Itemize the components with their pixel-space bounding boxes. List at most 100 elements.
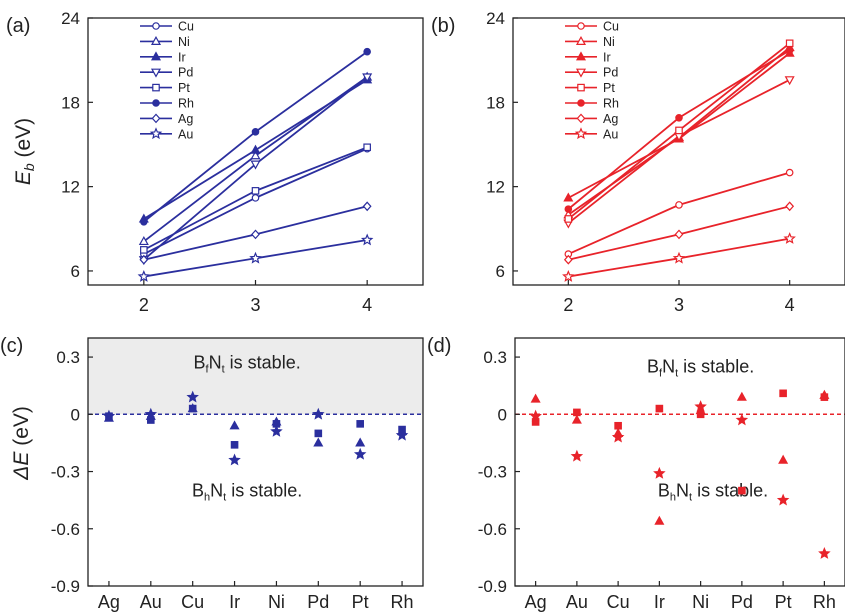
data-point <box>229 420 240 430</box>
data-point <box>270 424 283 437</box>
data-point <box>735 413 749 426</box>
legend-label: Pt <box>603 81 615 95</box>
data-point <box>818 547 831 559</box>
data-point <box>653 466 666 479</box>
x-tick-label: Ag <box>525 592 547 612</box>
x-tick-label: Cu <box>607 592 630 612</box>
legend-label: Ag <box>178 112 193 126</box>
legend-label: Cu <box>603 20 619 34</box>
legend-label: Pt <box>178 81 190 95</box>
data-point <box>395 428 409 441</box>
series-ag <box>139 201 372 265</box>
data-point <box>785 46 794 55</box>
series-rh <box>564 46 794 213</box>
series-triangle-up-filled <box>530 389 830 525</box>
legend-label: Au <box>603 127 618 141</box>
data-point <box>563 192 574 202</box>
data-point <box>655 404 664 413</box>
data-point <box>564 205 573 213</box>
y-tick-label: -0.6 <box>478 520 507 539</box>
legend-label: Cu <box>178 20 194 34</box>
data-point <box>562 270 575 282</box>
data-point <box>779 389 787 398</box>
y-axis-label: Eb (eV) <box>12 118 37 185</box>
x-tick-label: Au <box>140 592 162 612</box>
legend-label: Pd <box>603 66 618 80</box>
data-point <box>363 47 371 56</box>
data-point <box>738 486 746 495</box>
panel-label: (a) <box>6 15 30 37</box>
x-tick-label: Pt <box>352 592 369 612</box>
y-tick-label: 0 <box>71 405 80 424</box>
x-tick-label: Pd <box>731 592 753 612</box>
series-au <box>562 232 796 282</box>
data-point <box>784 76 795 86</box>
x-tick-label: 2 <box>139 295 149 315</box>
data-point <box>785 39 794 48</box>
legend-marker <box>151 113 161 124</box>
series-line <box>567 171 790 255</box>
y-tick-label: 6 <box>496 262 505 281</box>
data-point <box>363 143 371 152</box>
data-point <box>312 407 325 420</box>
data-point <box>187 403 198 413</box>
data-point <box>675 201 683 209</box>
legend-label: Ir <box>178 50 186 64</box>
data-point <box>314 429 323 438</box>
y-axis-label-text: Eb (eV) <box>12 118 37 185</box>
data-point <box>611 430 625 443</box>
legend-marker <box>575 51 587 61</box>
series-cu <box>564 168 794 258</box>
legend-label: Au <box>178 127 193 141</box>
data-point <box>355 437 366 447</box>
legend-marker <box>152 83 160 92</box>
y-tick-label: -0.6 <box>51 520 80 539</box>
x-tick-label: Ni <box>268 592 285 612</box>
series-star-filled <box>102 390 409 466</box>
data-point <box>360 233 374 246</box>
y-axis-label-text: ΔE (eV) <box>10 406 33 481</box>
stability-annotation: BhNt is stable. <box>192 480 302 503</box>
legend-marker <box>150 51 162 61</box>
data-point <box>362 73 373 83</box>
y-tick-label: -0.3 <box>51 463 80 482</box>
data-point <box>776 493 790 506</box>
legend-marker <box>574 127 588 140</box>
data-point <box>250 150 261 160</box>
data-point <box>654 515 665 525</box>
data-point <box>675 126 683 135</box>
series-pt <box>140 143 371 254</box>
legend-marker <box>575 68 587 78</box>
y-tick-label: -0.3 <box>478 463 507 482</box>
data-point <box>139 254 149 265</box>
data-point <box>564 215 573 223</box>
data-point <box>675 113 683 122</box>
data-point <box>353 447 367 460</box>
series-rh <box>140 47 371 226</box>
y-tick-label: 18 <box>486 93 505 112</box>
data-point <box>674 229 684 240</box>
plot-frame <box>87 337 424 587</box>
legend-label: Ag <box>603 112 618 126</box>
stability-annotation: BfNt is stable. <box>647 356 754 379</box>
legend-marker <box>577 83 585 92</box>
x-tick-label: Rh <box>813 592 836 612</box>
x-tick-label: Ni <box>692 592 709 612</box>
data-point <box>230 441 239 449</box>
y-tick-label: 0 <box>498 405 507 424</box>
legend-marker <box>575 35 587 46</box>
panel-c-scatter-chart: (c) 0.3 0 -0.3 -0.6 -0.9 Ag Au Cu Ir Ni Pd Pt Rh ΔE (e… <box>0 335 424 612</box>
y-tick-label: 24 <box>486 9 505 28</box>
data-point <box>783 232 796 244</box>
data-point <box>570 449 584 462</box>
y-axis-label: ΔE (eV) <box>10 406 33 481</box>
x-tick-label: 3 <box>250 295 260 315</box>
panel-label: (c) <box>0 335 23 357</box>
data-point <box>102 409 116 422</box>
data-point <box>137 270 151 282</box>
series-au <box>137 233 374 282</box>
data-point <box>819 389 830 399</box>
data-point <box>778 454 789 464</box>
